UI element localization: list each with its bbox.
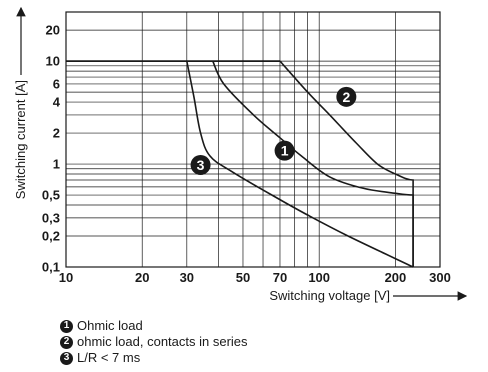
- legend-marker-3: 3: [60, 351, 73, 365]
- x-tick-label: 50: [236, 270, 250, 285]
- curve-3: [186, 60, 414, 268]
- marker-circle: [274, 140, 295, 161]
- y-tick-label: 0,1: [42, 260, 60, 275]
- y-tick-labels: 0,1 0,2 0,3 0,5 1 2 4 6 10 20: [42, 23, 61, 275]
- y-tick-label: 2: [53, 126, 60, 141]
- curve-2: [279, 60, 414, 267]
- y-tick-label: 0,2: [42, 229, 60, 244]
- x-axis-label: Switching voltage [V]: [269, 288, 390, 303]
- grid: [66, 12, 440, 267]
- curve-marker-3: 3: [190, 154, 211, 175]
- legend: 1 Ohmic load 2 ohmic load, contacts in s…: [60, 318, 248, 366]
- curve-marker-1: 1: [274, 140, 295, 161]
- y-tick-label: 10: [46, 54, 60, 69]
- marker-label: 3: [197, 157, 205, 173]
- x-tick-label: 300: [429, 270, 451, 285]
- y-tick-label: 20: [46, 23, 60, 38]
- legend-marker-1: 1: [60, 319, 73, 333]
- marker-circle: [336, 86, 357, 107]
- legend-text-3: L/R < 7 ms: [77, 350, 141, 365]
- marker-circle: [190, 154, 211, 175]
- curve-marker-2: 2: [336, 86, 357, 107]
- marker-label: 1: [281, 143, 289, 159]
- legend-item-3: 3 L/R < 7 ms: [60, 350, 248, 366]
- x-tick-label: 10: [59, 270, 73, 285]
- y-tick-label: 0,5: [42, 188, 60, 203]
- marker-label: 2: [342, 89, 350, 105]
- legend-item-2: 2 ohmic load, contacts in series: [60, 334, 248, 350]
- y-axis-label: Switching current [A]: [13, 80, 28, 199]
- x-tick-label: 30: [180, 270, 194, 285]
- plot-frame: [65, 11, 441, 268]
- legend-item-1: 1 Ohmic load: [60, 318, 248, 334]
- x-tick-labels: 10 20 30 50 70 100 200 300: [59, 270, 451, 285]
- x-tick-label: 70: [273, 270, 287, 285]
- x-tick-label: 200: [385, 270, 407, 285]
- legend-text-1: Ohmic load: [77, 318, 143, 333]
- x-tick-label: 100: [308, 270, 330, 285]
- y-tick-label: 4: [53, 95, 61, 110]
- curve-1: [212, 60, 414, 267]
- legend-text-2: ohmic load, contacts in series: [77, 334, 248, 349]
- curves: [66, 60, 414, 268]
- curve-markers: 1 2 3: [190, 86, 357, 175]
- y-tick-label: 6: [53, 76, 60, 91]
- y-tick-label: 1: [53, 157, 60, 172]
- x-tick-label: 20: [135, 270, 149, 285]
- legend-marker-2: 2: [60, 335, 73, 349]
- y-tick-label: 0,3: [42, 210, 60, 225]
- chart: 10 20 30 50 70 100 200 300 0,10,20,30,512461020…: [13, 6, 468, 303]
